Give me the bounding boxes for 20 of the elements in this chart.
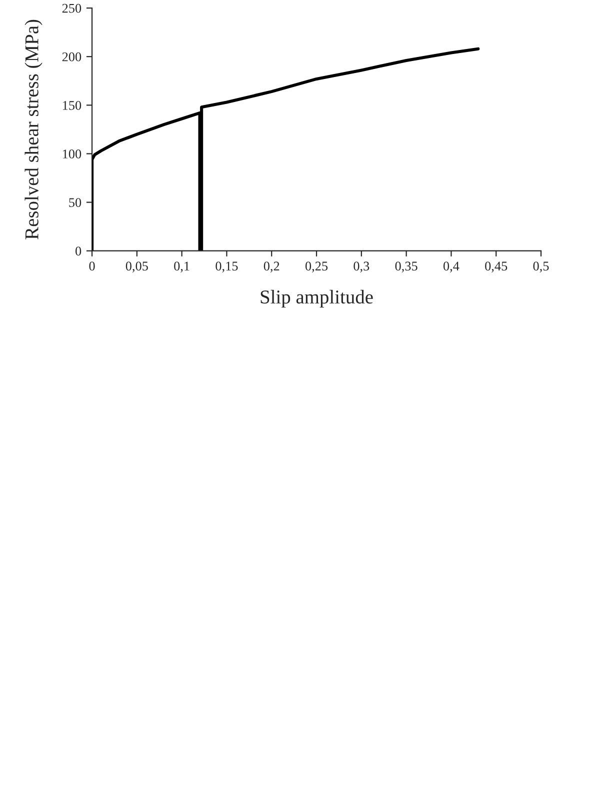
- x-tick-label: 0,4: [443, 262, 460, 272]
- y-tick-label: 150: [62, 100, 82, 110]
- y-tick-label: 100: [62, 150, 82, 158]
- x-tick-label: 0: [89, 262, 95, 271]
- x-tick-label: 0,5: [533, 262, 549, 272]
- y-tick-label: 50: [69, 198, 82, 207]
- line-series: [92, 47, 480, 251]
- x-tick-label: 0,2: [264, 262, 280, 272]
- x-tick-label: 0,15: [216, 262, 238, 272]
- x-tick-label: 0,3: [354, 262, 370, 272]
- y-tick-label: 250: [62, 4, 82, 13]
- x-tick-label: 0,1: [174, 262, 190, 272]
- x-tick-label: 0,25: [305, 262, 328, 272]
- x-tick-label: 0,35: [395, 262, 418, 272]
- y-tick-label: 200: [62, 52, 82, 62]
- x-axis-title: Slip amplitude: [260, 290, 373, 308]
- y-tick-label: 0: [76, 246, 82, 256]
- x-tick-label: 0,05: [126, 262, 148, 272]
- y-axis-title: Resolved shear stress (MPa): [24, 20, 42, 240]
- x-tick-label: 0,45: [485, 262, 508, 272]
